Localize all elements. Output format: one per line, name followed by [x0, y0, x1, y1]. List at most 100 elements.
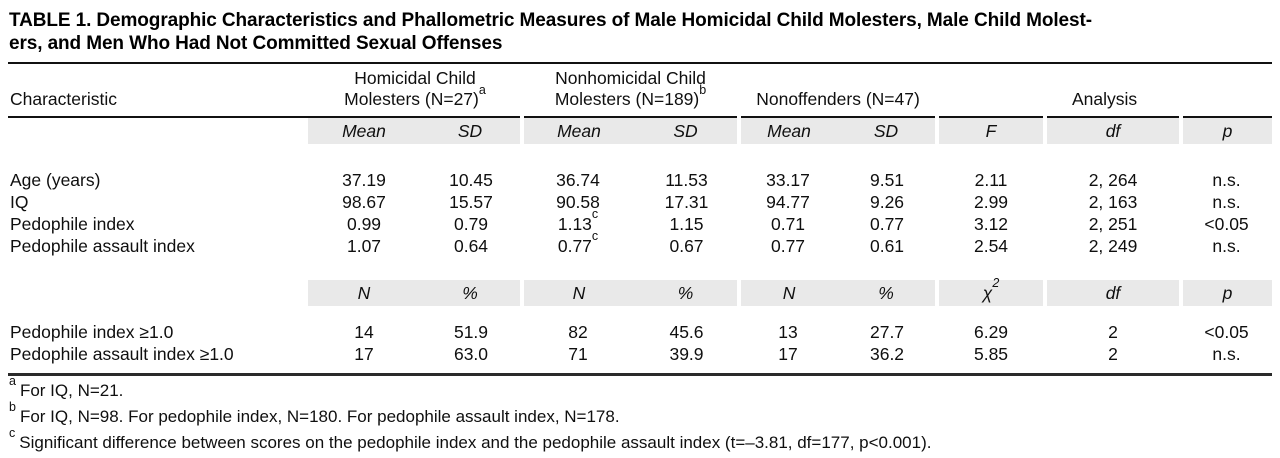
table-cell: 9.26	[869, 192, 905, 212]
group-header-homicidal-child-molesters: Homicidal Child Molesters (N=27)a	[308, 64, 522, 118]
table-cell: <0.05	[1204, 214, 1249, 234]
row-label: Pedophile assault index	[10, 236, 195, 256]
table-row: IQ 98.67 15.57 90.58 17.31 94.77 9.26 2.99 2, 16…	[8, 191, 1272, 213]
subheader-cell: N	[520, 280, 634, 306]
table-cell: 1.13c	[557, 207, 599, 234]
table-cell: 39.9	[669, 344, 704, 364]
subheader-cell: df	[1043, 117, 1182, 144]
table-cell: 0.77	[869, 214, 905, 234]
table-cell: 33.17	[766, 170, 810, 190]
table-row: Age (years) 37.19 10.45 36.74 11.53 33.17 9.51…	[8, 169, 1272, 191]
table-title-line1: TABLE 1. Demographic Characteristics and…	[9, 10, 1092, 31]
table-cell: 10.45	[449, 170, 493, 190]
subheader-stub-cell	[8, 280, 308, 306]
table-cell: 0.64	[453, 236, 489, 256]
subheader-cell: Mean	[520, 117, 634, 144]
footnote-text: Significant difference between scores on…	[19, 433, 932, 452]
table-cell: 2, 163	[1088, 192, 1138, 212]
column-header-characteristic: Characteristic	[8, 64, 308, 118]
spacer-cell	[8, 144, 1272, 169]
table-cell: 6.29	[973, 322, 1009, 342]
table-title-line2: ers, and Men Who Had Not Committed Sexua…	[9, 33, 503, 54]
footnote-text: For IQ, N=98. For pedophile index, N=180…	[19, 407, 620, 426]
table-cell: 11.53	[665, 170, 708, 190]
table-cell: 14	[354, 322, 374, 342]
subheader-cell: p	[1179, 280, 1273, 306]
subheader-cell: F	[935, 117, 1046, 144]
table-1: Characteristic Homicidal Child Molesters …	[8, 62, 1273, 376]
row-label: IQ	[10, 192, 29, 212]
table-cell: 0.71	[770, 214, 806, 234]
subheader-cell: N	[308, 280, 420, 306]
subheader-stub-cell	[8, 117, 308, 144]
table-cell: 2	[1108, 344, 1118, 364]
spacer-row	[8, 257, 1272, 280]
table-cell: 2, 251	[1088, 214, 1138, 234]
table-cell: 98.67	[342, 192, 386, 212]
table-cell: 2.54	[973, 236, 1009, 256]
table-cell: 0.61	[869, 236, 905, 256]
table-cell: 5.85	[973, 344, 1009, 364]
table-cell: 1.15	[669, 214, 704, 234]
subheader-cell: Mean	[308, 117, 420, 144]
row-label: Pedophile index	[10, 214, 135, 234]
footnote-marker: a	[9, 374, 16, 389]
table-cell: 15.57	[449, 192, 493, 212]
table-cell: 36.2	[869, 344, 905, 364]
subheader-cell: Mean	[737, 117, 838, 144]
group-header-nonhomicidal-child-molesters: Nonhomicidal Child Molesters (N=189)b	[522, 64, 740, 118]
spacer-row	[8, 306, 1272, 321]
footnote-a: a For IQ, N=21.	[9, 375, 1272, 404]
table-cell: 45.6	[669, 322, 704, 342]
table-cell: 2.11	[974, 170, 1008, 190]
row-label: Age (years)	[10, 170, 101, 190]
table-cell: 9.51	[869, 170, 905, 190]
table-row: Pedophile assault index ≥1.0 17 63.0 71 39.9…	[8, 343, 1272, 365]
table-cell: 17	[778, 344, 798, 364]
spacer-row	[8, 144, 1272, 169]
table-cell: 17.31	[664, 192, 709, 212]
table-cell: 0.67	[669, 236, 704, 256]
subheader-cell: SD	[420, 117, 522, 144]
footnote-marker: c	[9, 426, 16, 441]
spacer-cell	[8, 257, 1272, 280]
subheader-cell: N	[737, 280, 838, 306]
table-cell: 94.77	[766, 192, 810, 212]
table-cell: 2	[1108, 322, 1118, 342]
table-row: Pedophile index 0.99 0.79 1.13c 1.15 0.71 0.77…	[8, 207, 1272, 235]
table-cell: 0.77c	[557, 229, 599, 256]
table-cell: 63.0	[453, 344, 489, 364]
row-label: Pedophile index ≥1.0	[10, 322, 174, 342]
table-cell: 37.19	[342, 170, 386, 190]
table-title: TABLE 1. Demographic Characteristics and…	[0, 0, 1280, 55]
table-cell: 2, 264	[1088, 170, 1138, 190]
subheader-cell: df	[1043, 280, 1182, 306]
footnote-text: For IQ, N=21.	[19, 381, 124, 400]
subheader-cell: χ2	[935, 277, 1046, 306]
table-cell: n.s.	[1212, 170, 1241, 190]
table-cell: 1.07	[346, 236, 382, 256]
table-cell: 13	[778, 322, 798, 342]
group-header-analysis: Analysis	[937, 64, 1273, 118]
footnote-c: c Significant difference between scores o…	[9, 427, 1272, 456]
table-cell: n.s.	[1212, 192, 1241, 212]
table-cell: 0.99	[346, 214, 382, 234]
subheader-cell: %	[420, 280, 522, 306]
table-cell: 0.79	[453, 214, 489, 234]
group-header-row: Characteristic Homicidal Child Molesters …	[8, 64, 1273, 118]
table-cell: 71	[568, 344, 588, 364]
table-cell: 3.12	[973, 214, 1009, 234]
table-cell: <0.05	[1204, 322, 1249, 342]
table-cell: n.s.	[1212, 236, 1241, 256]
footnote-marker: b	[9, 400, 16, 415]
table-cell: 82	[568, 322, 588, 342]
table-cell: 90.58	[556, 192, 600, 212]
table-cell: 17	[354, 344, 374, 364]
subheader-cell: SD	[837, 117, 938, 144]
table-cell: 51.9	[453, 322, 489, 342]
group-header-nonoffenders: Nonoffenders (N=47)	[739, 64, 938, 118]
table-row: Pedophile index ≥1.0 14 51.9 82 45.6 13 27.7 6.…	[8, 321, 1272, 343]
subheader-cell: %	[634, 280, 740, 306]
